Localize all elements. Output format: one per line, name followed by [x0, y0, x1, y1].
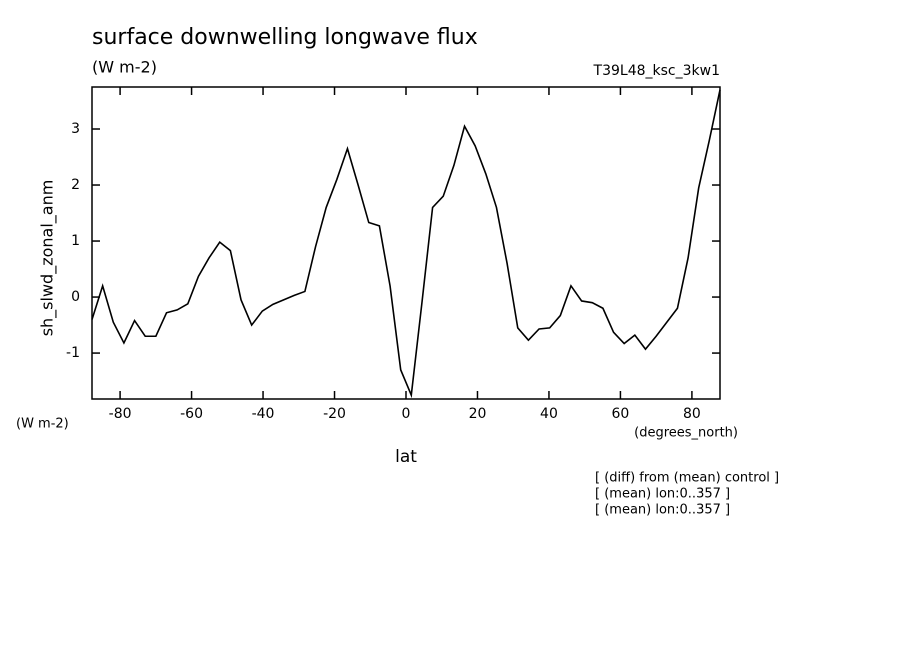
plot-frame	[91, 86, 721, 400]
x-unit: (degrees_north)	[634, 426, 738, 441]
chart-title: surface downwelling longwave flux	[92, 25, 478, 50]
note: [ (mean) lon:0..357 ]	[595, 487, 730, 502]
y-tick-label: -1	[66, 345, 80, 361]
x-tick-label: 60	[612, 406, 630, 422]
y-tick-label: 3	[71, 121, 80, 137]
x-tick-label: 0	[402, 406, 411, 422]
y-tick-label: 1	[71, 233, 80, 249]
x-tick-label: 80	[683, 406, 701, 422]
y-tick-label: 2	[71, 177, 80, 193]
x-tick-label: 40	[540, 406, 558, 422]
y-tick-label: 0	[71, 289, 80, 305]
note: [ (diff) from (mean) control ]	[595, 471, 779, 486]
x-tick-label: 20	[469, 406, 487, 422]
subtitle: (W m-2)	[92, 58, 157, 77]
run-label: T39L48_ksc_3kw1	[593, 63, 720, 79]
x-tick-label: -40	[252, 406, 275, 422]
x-tick-label: -20	[323, 406, 346, 422]
x-tick-label: -80	[109, 406, 132, 422]
x-axis-label: lat	[395, 447, 417, 467]
y-unit: (W m-2)	[16, 417, 69, 432]
x-tick-label: -60	[180, 406, 203, 422]
note: [ (mean) lon:0..357 ]	[595, 503, 730, 518]
y-axis-label: sh_slwd_zonal_anm	[38, 180, 58, 337]
data-line	[91, 89, 721, 399]
